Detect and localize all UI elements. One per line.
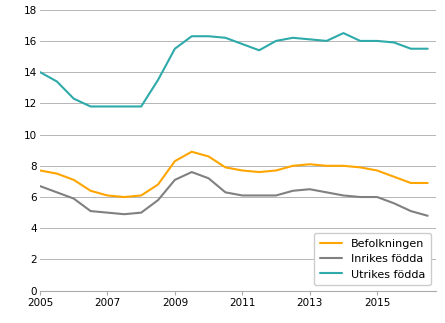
Line: Befolkningen: Befolkningen bbox=[40, 152, 428, 197]
Utrikes födda bbox=[54, 79, 60, 83]
Inrikes födda bbox=[206, 176, 211, 180]
Inrikes födda bbox=[239, 193, 245, 197]
Befolkningen bbox=[290, 164, 295, 168]
Inrikes födda bbox=[71, 197, 77, 201]
Inrikes födda bbox=[341, 193, 346, 197]
Befolkningen bbox=[324, 164, 329, 168]
Befolkningen bbox=[121, 195, 127, 199]
Utrikes födda bbox=[324, 39, 329, 43]
Befolkningen bbox=[172, 159, 178, 163]
Inrikes födda bbox=[105, 211, 110, 214]
Utrikes födda bbox=[138, 105, 144, 109]
Inrikes födda bbox=[256, 193, 262, 197]
Utrikes födda bbox=[223, 36, 228, 40]
Utrikes födda bbox=[391, 41, 396, 45]
Befolkningen bbox=[341, 164, 346, 168]
Utrikes födda bbox=[71, 97, 77, 101]
Befolkningen bbox=[105, 193, 110, 197]
Inrikes födda bbox=[189, 170, 194, 174]
Utrikes födda bbox=[88, 105, 93, 109]
Utrikes födda bbox=[425, 47, 430, 51]
Line: Inrikes födda: Inrikes födda bbox=[40, 172, 428, 216]
Inrikes födda bbox=[358, 195, 363, 199]
Utrikes födda bbox=[307, 37, 312, 41]
Inrikes födda bbox=[374, 195, 380, 199]
Utrikes födda bbox=[239, 42, 245, 46]
Befolkningen bbox=[307, 162, 312, 166]
Utrikes födda bbox=[273, 39, 279, 43]
Inrikes födda bbox=[324, 191, 329, 194]
Befolkningen bbox=[374, 169, 380, 172]
Utrikes födda bbox=[105, 105, 110, 109]
Inrikes födda bbox=[54, 191, 60, 194]
Utrikes födda bbox=[290, 36, 295, 40]
Befolkningen bbox=[408, 181, 413, 185]
Inrikes födda bbox=[425, 214, 430, 218]
Inrikes födda bbox=[273, 193, 279, 197]
Befolkningen bbox=[256, 170, 262, 174]
Inrikes födda bbox=[290, 189, 295, 193]
Befolkningen bbox=[155, 182, 161, 186]
Inrikes födda bbox=[37, 184, 43, 188]
Befolkningen bbox=[391, 175, 396, 179]
Inrikes födda bbox=[138, 211, 144, 214]
Inrikes födda bbox=[88, 209, 93, 213]
Befolkningen bbox=[358, 165, 363, 169]
Inrikes födda bbox=[307, 187, 312, 191]
Befolkningen bbox=[88, 189, 93, 193]
Befolkningen bbox=[37, 169, 43, 172]
Utrikes födda bbox=[341, 31, 346, 35]
Utrikes födda bbox=[408, 47, 413, 51]
Inrikes födda bbox=[223, 191, 228, 194]
Utrikes födda bbox=[206, 34, 211, 38]
Befolkningen bbox=[273, 169, 279, 172]
Inrikes födda bbox=[391, 201, 396, 205]
Befolkningen bbox=[138, 193, 144, 197]
Utrikes födda bbox=[37, 70, 43, 74]
Inrikes födda bbox=[121, 212, 127, 216]
Befolkningen bbox=[206, 154, 211, 158]
Utrikes födda bbox=[121, 105, 127, 109]
Befolkningen bbox=[189, 150, 194, 154]
Inrikes födda bbox=[155, 198, 161, 202]
Utrikes födda bbox=[189, 34, 194, 38]
Utrikes födda bbox=[358, 39, 363, 43]
Inrikes födda bbox=[408, 209, 413, 213]
Befolkningen bbox=[71, 178, 77, 182]
Befolkningen bbox=[54, 172, 60, 176]
Utrikes födda bbox=[155, 78, 161, 82]
Befolkningen bbox=[223, 165, 228, 169]
Legend: Befolkningen, Inrikes födda, Utrikes födda: Befolkningen, Inrikes födda, Utrikes föd… bbox=[314, 233, 431, 285]
Befolkningen bbox=[239, 169, 245, 172]
Utrikes födda bbox=[256, 48, 262, 52]
Inrikes födda bbox=[172, 178, 178, 182]
Utrikes födda bbox=[374, 39, 380, 43]
Line: Utrikes födda: Utrikes födda bbox=[40, 33, 428, 107]
Utrikes födda bbox=[172, 47, 178, 51]
Befolkningen bbox=[425, 181, 430, 185]
